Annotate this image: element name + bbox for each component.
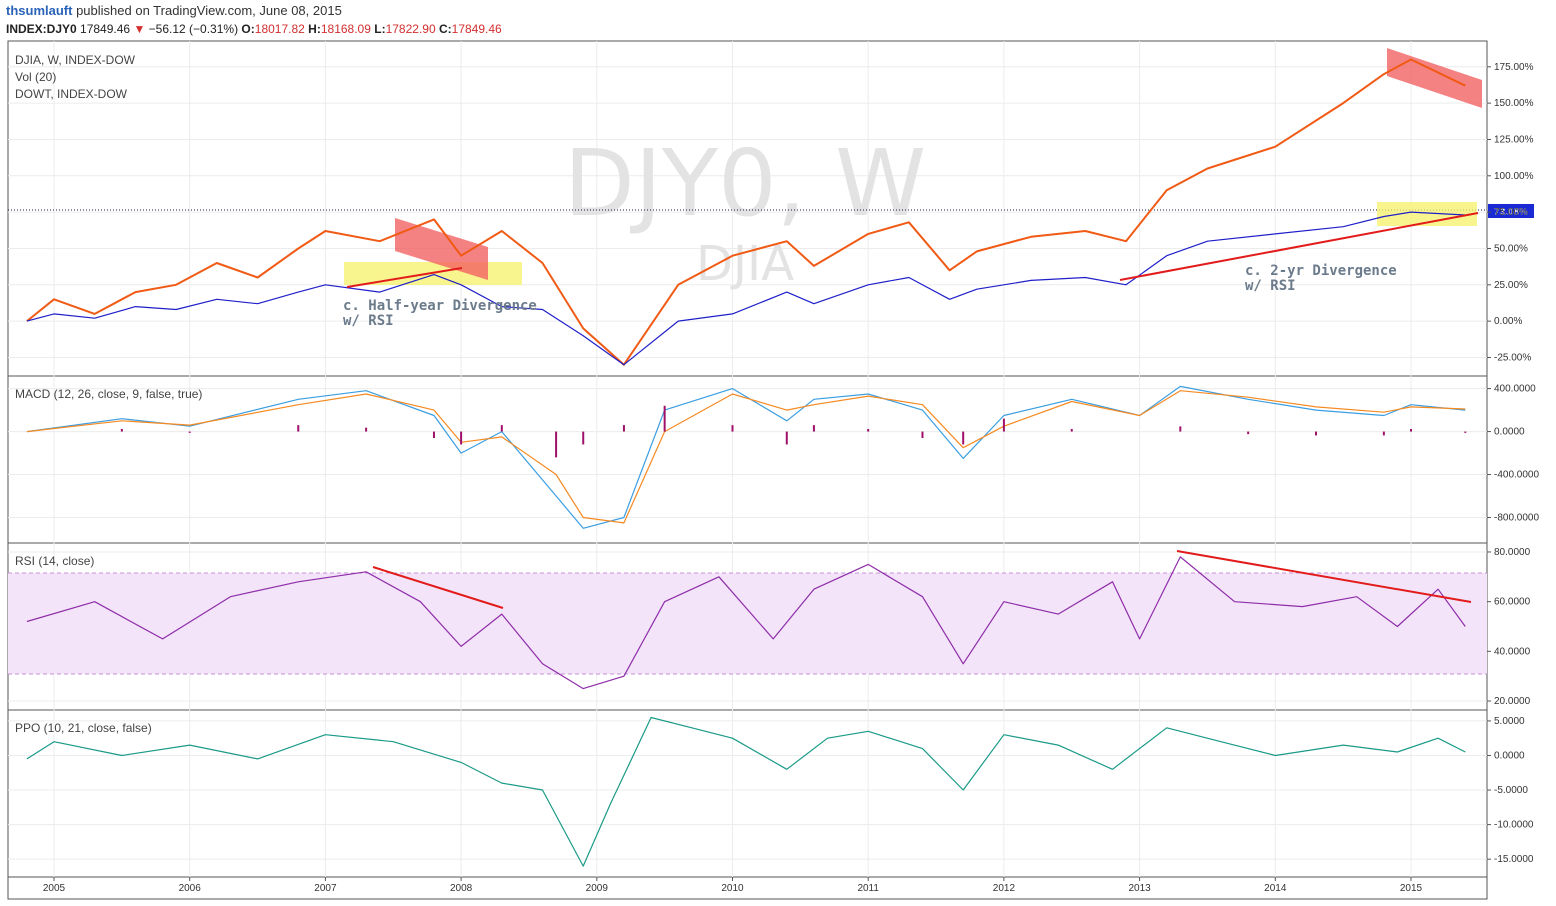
x-axis-ticks: 2005 2006 2007 2008 2009 2010 2011 2012 2013 2014… [43,877,1423,894]
y-tick-label-main: 125.00% [1494,134,1534,145]
main-label-djia: DJIA, W, INDEX-DOW [15,53,136,67]
main-label-vol: Vol (20) [15,70,56,84]
trend-line-2007 [346,267,463,288]
trend-line-2013 [1119,212,1479,281]
symbol: INDEX:DJY0 [6,22,77,36]
y-tick-label-macd: 400.0000 [1494,384,1536,395]
publish-info: thsumlauft published on TradingView.com,… [6,3,342,18]
x-tick-label: 2007 [314,883,337,894]
last-value-badge [1488,204,1534,218]
series-ppo [26,716,1466,867]
author-link[interactable]: thsumlauft [6,3,73,18]
x-tick-label: 2009 [586,883,609,894]
y-tick-label-ppo: 0.0000 [1494,750,1525,761]
rsi-band [8,573,1487,674]
ppo-label: PPO (10, 21, close, false) [15,721,152,735]
annotation-half-year-line1: c. Half-year Divergence [343,298,537,314]
x-tick-label: 2012 [993,883,1016,894]
series-signal [26,390,1466,524]
y-tick-label-ppo: 5.0000 [1494,716,1525,727]
close-label: C: [438,22,452,36]
last-price: 17849.46 [80,22,131,36]
low-label: L: [374,22,386,36]
annotation-two-yr-line2: w/ RSI [1245,278,1296,294]
watermark-symbol: DJY0, W [564,130,926,237]
y-tick-label-main: 100.00% [1494,171,1534,182]
series-rsi [26,556,1466,690]
y-tick-label-macd: -800.0000 [1494,513,1539,524]
time-axis [7,876,1488,900]
y-tick-label-rsi: 60.0000 [1494,597,1531,608]
close-value: 17849.46 [451,22,502,36]
macd-label: MACD (12, 26, close, 9, false, true) [15,387,202,401]
y-tick-label-ppo: -10.0000 [1494,820,1534,831]
y-tick-label-rsi: 40.0000 [1494,646,1531,657]
y-tick-label-rsi: 80.0000 [1494,547,1531,558]
y-tick-label-ppo: -15.0000 [1494,854,1534,865]
red-channel-2015 [1387,48,1482,108]
x-tick-label: 2013 [1128,883,1151,894]
y-tick-label-main: 150.00% [1494,98,1534,109]
red-channel-2007 [395,218,488,280]
ppo-panel [7,709,1488,878]
low-value: 17822.90 [385,22,436,36]
x-tick-label: 2011 [857,883,879,894]
series-dowt [26,211,1466,366]
y-tick-label-main: -25.00% [1494,352,1531,363]
x-tick-label: 2008 [450,883,473,894]
watermark-name: DJIA [696,236,794,292]
y-axis-ticks: 175.00% 150.00% 125.00% 100.00% 75.00% 50.00%… [1487,62,1539,865]
x-tick-label: 2006 [179,883,202,894]
y-tick-label-main: 0.00% [1494,316,1522,327]
open-value: 18017.82 [254,22,305,36]
y-tick-label-macd: -400.0000 [1494,470,1539,481]
series-djia [26,58,1466,366]
y-tick-label-main: 175.00% [1494,62,1534,73]
open-label: O: [241,22,255,36]
rsi-trend-line-2007 [372,566,504,609]
y-tick-label-rsi: 20.0000 [1494,696,1531,707]
x-tick-label: 2005 [43,883,66,894]
annotation-two-yr-line1: c. 2-yr Divergence [1245,263,1397,279]
high-label: H: [308,22,321,36]
rsi-trend-line-2013 [1176,550,1472,603]
rsi-label: RSI (14, close) [15,554,94,568]
x-tick-label: 2014 [1264,883,1287,894]
high-value: 18168.09 [320,22,371,36]
last-value-text: 73.08% [1494,207,1528,218]
y-tick-label-macd: 0.0000 [1494,427,1525,438]
y-tick-label-main: 75.00% [1494,207,1528,218]
annotation-half-year-line2: w/ RSI [343,313,394,329]
y-tick-label-main: 50.00% [1494,243,1528,254]
x-tick-label: 2015 [1400,883,1423,894]
main-label-dowt: DOWT, INDEX-DOW [15,87,128,101]
publish-text: published on TradingView.com, June 08, 2… [76,3,342,18]
ohlc-bar: INDEX:DJY0 17849.46 ▼ −56.12 (−0.31%) O:… [6,22,502,36]
price-change: −56.12 (−0.31%) [148,22,239,36]
series-layer [26,58,1467,867]
series-macd [26,385,1466,529]
y-tick-label-ppo: -5.0000 [1494,785,1528,796]
x-tick-label: 2010 [721,883,744,894]
y-tick-label-main: 25.00% [1494,280,1528,291]
down-arrow-icon: ▼ [133,22,146,36]
